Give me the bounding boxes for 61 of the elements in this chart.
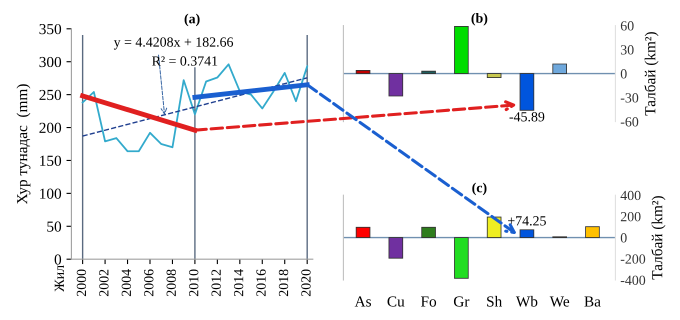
annotation: R² = 0.3741 — [152, 56, 218, 66]
x-tick-label: We — [550, 296, 570, 307]
y-tick-label: 400 — [620, 190, 641, 200]
y-tick-label: 30 — [620, 45, 634, 55]
y-tick-label: -60 — [620, 117, 638, 127]
y-tick-label: 100 — [40, 188, 62, 199]
bar — [520, 73, 534, 111]
y-tick-label: 150 — [40, 156, 62, 166]
bar — [454, 237, 469, 279]
bar — [552, 64, 567, 74]
x-tick-label: 2016 — [256, 269, 266, 296]
bar — [421, 226, 436, 238]
x-tick-label: 2012 — [211, 270, 221, 296]
y-tick-label: -400 — [620, 276, 646, 285]
x-tick-label: 2004 — [122, 269, 132, 296]
x-tick-label: Cu — [388, 296, 404, 307]
y-tick-label: 0 — [54, 254, 62, 265]
y-tick-label: 60 — [620, 21, 634, 31]
x-tick-label: 2000 — [76, 269, 86, 296]
y-tick-label: -30 — [620, 93, 638, 103]
chart-title: (c) — [472, 182, 486, 196]
y-tick-label: 200 — [39, 122, 62, 133]
x-tick-label: Gr — [454, 296, 470, 307]
x-tick-label: Sh — [487, 296, 502, 307]
x-tick-label: 2006 — [144, 269, 154, 296]
bar — [585, 226, 600, 238]
x-tick-label: 2002 — [99, 270, 109, 296]
x-tick-label: 2020 — [301, 269, 311, 296]
bar — [388, 73, 404, 96]
y-tick-label: 350 — [39, 24, 62, 34]
x-tick-label: 2014 — [234, 269, 244, 296]
y-tick-label: 50 — [47, 221, 62, 232]
y-tick-label: 300 — [39, 56, 62, 68]
x-tick-label: Ba — [584, 296, 601, 307]
y-axis-title: Талбай (km²) — [644, 32, 659, 116]
chart-title: (b) — [472, 13, 488, 26]
y-tick-label: 0 — [620, 233, 627, 243]
y-tick-label: 0 — [620, 69, 627, 79]
bar — [388, 237, 404, 259]
annotation: y = 4.4208x + 182.66 — [114, 37, 234, 50]
y-axis-title: Хур тунадас (mm) — [16, 84, 30, 204]
bar — [356, 226, 370, 238]
bar — [356, 70, 370, 74]
bar — [486, 73, 502, 78]
chart-title: (a) — [184, 14, 200, 26]
bar — [520, 229, 534, 238]
bar — [421, 70, 436, 74]
y-tick-label: -200 — [620, 254, 646, 264]
data-label: +74.25 — [508, 216, 546, 226]
x-tick-label: 2008 — [166, 269, 176, 296]
x-tick-label: As — [354, 296, 371, 307]
x-tick-label: 2010 — [189, 269, 198, 296]
y-tick-label: 250 — [39, 90, 62, 100]
x-tick-label: 2018 — [278, 269, 288, 296]
y-axis-title: Талбай (km²) — [651, 196, 666, 280]
bar — [454, 26, 469, 74]
y-tick-label: 200 — [620, 212, 641, 222]
text: Жил — [54, 265, 64, 292]
x-tick-label: Wb — [516, 296, 538, 307]
data-label: -45.89 — [509, 112, 544, 122]
x-tick-label: Fo — [420, 296, 436, 307]
